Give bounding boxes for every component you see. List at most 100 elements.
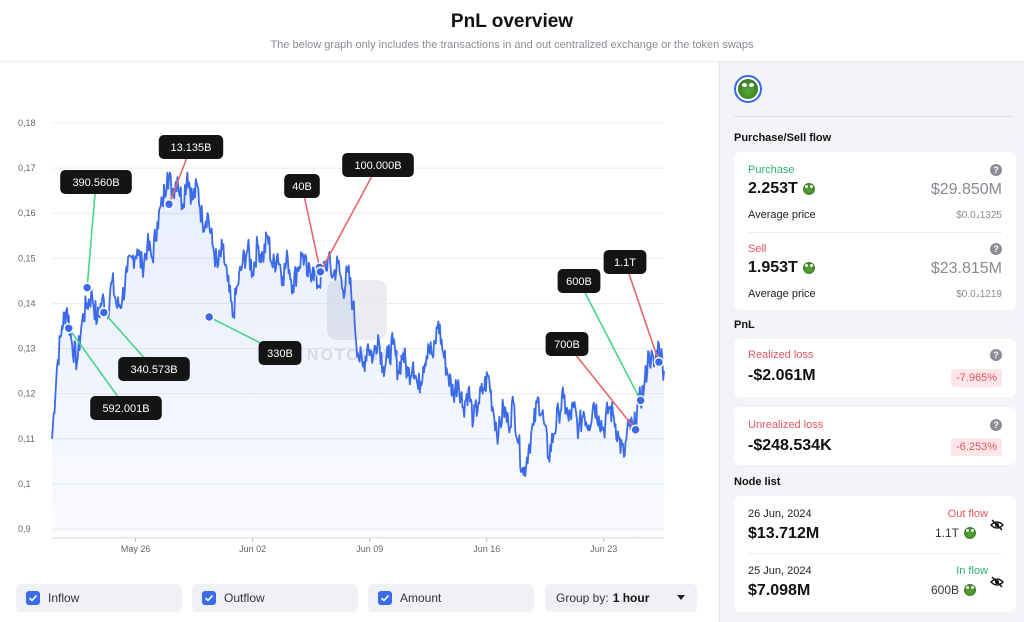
- node-marker: [635, 395, 646, 406]
- page-title: PnL overview: [450, 11, 574, 32]
- y-tick-label: 0,15: [18, 253, 36, 263]
- node-item[interactable]: 25 Jun, 2024 In flow $7.098M 600B: [734, 554, 1016, 611]
- node-list-card: 26 Jun, 2024 Out flow $13.712M 1.1T 25 J…: [734, 496, 1016, 612]
- marker-label: 592.001B: [102, 403, 149, 415]
- outflow-label: Outflow: [224, 591, 265, 605]
- marker-connector: [624, 261, 660, 363]
- node-marker: [81, 282, 93, 293]
- side-panel: Purchase/Sell flow Purchase ? 2.253T $29…: [719, 62, 1024, 622]
- marker-callout: [284, 174, 320, 198]
- marker-callout: [158, 135, 224, 159]
- x-tick-label: May 26: [121, 544, 151, 554]
- marker-callout: [118, 357, 190, 381]
- node-list-title: Node list: [734, 476, 781, 488]
- unrealized-label: Unrealized loss: [748, 419, 824, 431]
- token-icon: [802, 262, 815, 274]
- inflow-checkbox[interactable]: Inflow: [16, 584, 182, 612]
- purchase-avg-label: Average price: [748, 209, 816, 221]
- marker-callout: [258, 341, 302, 365]
- pnl-title: PnL: [734, 319, 755, 331]
- node-date: 25 Jun, 2024: [748, 565, 812, 577]
- y-tick-label: 0,12: [18, 389, 36, 399]
- token-icon: [964, 584, 976, 596]
- group-by-value: 1 hour: [612, 591, 650, 605]
- x-tick-label: Jun 09: [356, 544, 383, 554]
- help-icon[interactable]: ?: [990, 419, 1002, 431]
- token-icon: [964, 527, 976, 539]
- marker-label: 40B: [292, 181, 312, 193]
- node-amount: 600B: [931, 583, 976, 597]
- marker-label: 13.135B: [171, 142, 212, 154]
- realized-pct-badge: -7.965%: [951, 369, 1002, 387]
- marker-callout: [342, 153, 414, 177]
- x-tick-label: Jun 02: [239, 544, 266, 554]
- marker-label: 100.000B: [354, 160, 401, 172]
- group-by-select[interactable]: Group by: 1 hour: [545, 584, 697, 612]
- help-icon[interactable]: ?: [990, 243, 1002, 255]
- amount-label: Amount: [400, 591, 442, 605]
- purchase-avg-value: $0.0₄1325: [956, 210, 1002, 221]
- node-usd: $13.712M: [748, 525, 820, 542]
- marker-label: 390.560B: [72, 177, 119, 189]
- node-flow-label: In flow: [956, 565, 988, 577]
- y-tick-label: 0,18: [18, 118, 36, 128]
- purchase-label: Purchase: [748, 164, 795, 176]
- sell-amount: 1.953T: [748, 259, 815, 277]
- node-marker: [98, 307, 110, 318]
- token-icon: [802, 183, 815, 195]
- marker-label: 1.1T: [614, 257, 636, 269]
- inflow-label: Inflow: [48, 591, 80, 605]
- y-tick-label: 0,1: [18, 479, 31, 489]
- eye-off-icon[interactable]: [990, 576, 1004, 588]
- sell-usd: $23.815M: [930, 260, 1002, 277]
- realized-value: -$2.061M: [748, 367, 816, 384]
- help-icon[interactable]: ?: [990, 349, 1002, 361]
- marker-label: 600B: [566, 276, 592, 288]
- node-flow-label: Out flow: [947, 508, 988, 520]
- node-marker: [63, 323, 74, 334]
- purchase-sell-card: Purchase ? 2.253T $29.850M Average price…: [734, 152, 1016, 310]
- sell-avg-label: Average price: [748, 288, 816, 300]
- unrealized-value: -$248.534K: [748, 437, 832, 454]
- marker-connector: [319, 164, 379, 273]
- x-tick-label: Jun 23: [590, 544, 617, 554]
- group-by-label: Group by:: [556, 591, 609, 605]
- unrealized-pct-badge: -6.253%: [951, 438, 1002, 456]
- sell-label: Sell: [748, 243, 767, 255]
- card-divider: [748, 232, 1002, 233]
- y-tick-label: 0,17: [18, 163, 36, 173]
- node-marker: [163, 198, 175, 210]
- node-amount: 1.1T: [935, 526, 976, 540]
- chart-area: 0,18 0,17 0,16 0,15 0,14 0,13 0,12 0,11 0,1 0,9 Ma…: [0, 62, 718, 622]
- node-marker: [203, 311, 215, 323]
- marker-connector: [578, 280, 642, 401]
- node-marker: [630, 424, 641, 435]
- eye-off-icon[interactable]: [990, 519, 1004, 531]
- node-usd: $7.098M: [748, 582, 811, 599]
- marker-label: 700B: [554, 339, 580, 351]
- marker-connector: [301, 185, 321, 268]
- node-date: 26 Jun, 2024: [748, 508, 812, 520]
- marker-label: 340.573B: [130, 364, 177, 376]
- node-item[interactable]: 26 Jun, 2024 Out flow $13.712M 1.1T: [734, 496, 1016, 553]
- checkmark-icon: [202, 591, 216, 605]
- outflow-checkbox[interactable]: Outflow: [192, 584, 358, 612]
- chart-controls: Inflow Outflow Amount Group by: 1 hour: [16, 584, 706, 612]
- checkmark-icon: [26, 591, 40, 605]
- realized-loss-card: Realized loss ? -$2.061M -7.965%: [734, 339, 1016, 397]
- token-avatar: [734, 75, 762, 103]
- sell-avg-value: $0.0₄1219: [956, 289, 1002, 300]
- amount-checkbox[interactable]: Amount: [368, 584, 534, 612]
- chevron-down-icon: [677, 595, 685, 600]
- page-header: PnL overview The below graph only includ…: [0, 0, 1024, 62]
- marker-callout: [90, 396, 162, 420]
- y-tick-label: 0,16: [18, 208, 36, 218]
- divider: [734, 116, 1012, 117]
- help-icon[interactable]: ?: [990, 164, 1002, 176]
- node-marker: [653, 356, 665, 368]
- series-line: [51, 171, 665, 477]
- marker-connector: [86, 181, 97, 288]
- marker-callout: [60, 170, 132, 194]
- node-marker: [315, 266, 326, 278]
- y-tick-label: 0,13: [18, 344, 36, 354]
